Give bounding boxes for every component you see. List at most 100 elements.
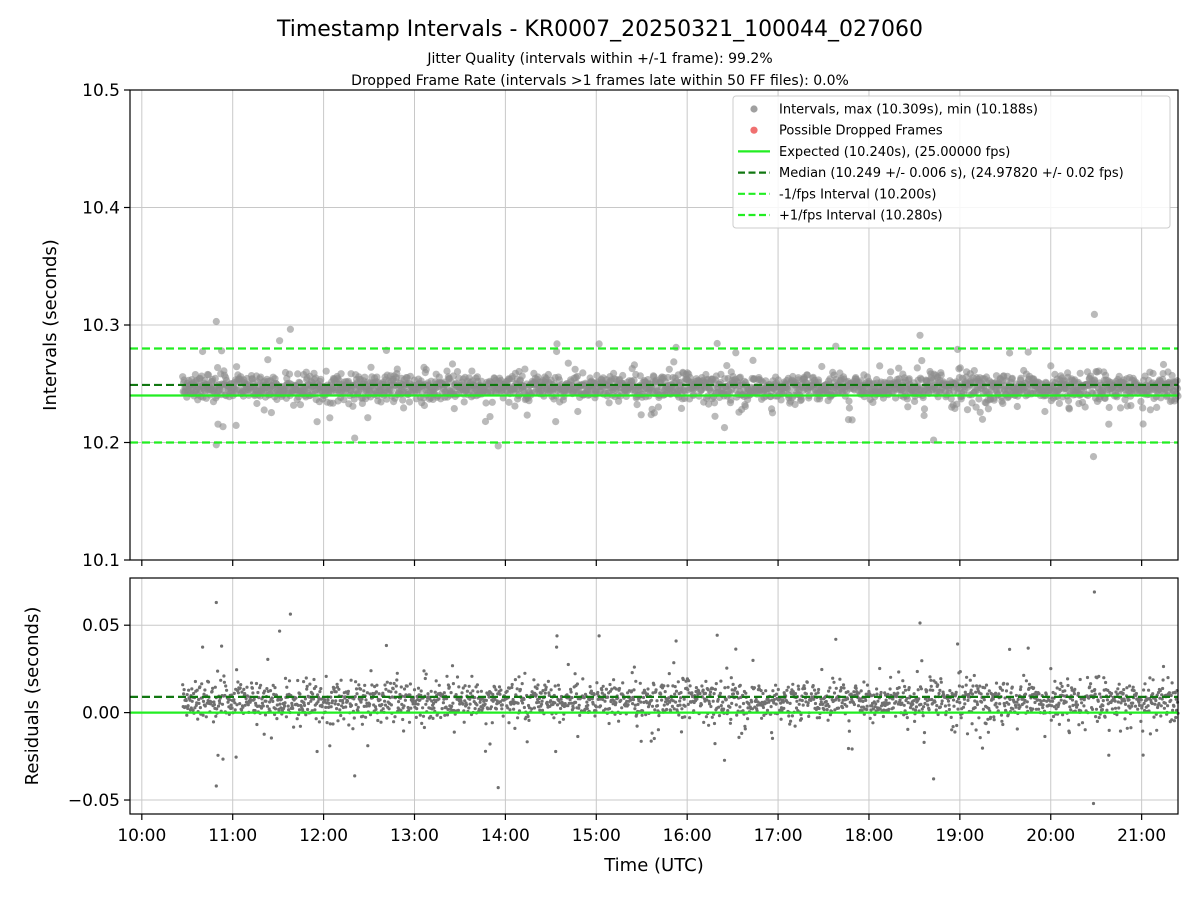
residual-point: [559, 697, 563, 701]
residual-point: [1019, 685, 1023, 689]
residual-point: [287, 679, 292, 683]
residual-point: [761, 691, 765, 696]
residual-point: [538, 708, 542, 712]
residual-point: [1089, 682, 1093, 686]
residual-point: [1049, 718, 1053, 722]
residual-point: [452, 730, 456, 734]
residual-point: [506, 706, 510, 710]
residual-point: [270, 696, 274, 700]
residual-point: [399, 685, 403, 689]
interval-point: [976, 408, 984, 416]
residual-point: [374, 707, 378, 712]
residual-point: [929, 678, 933, 682]
residual-point: [567, 701, 571, 706]
residual-point: [339, 678, 343, 682]
residual-point: [381, 691, 385, 695]
residual-point: [541, 689, 545, 693]
interval-point: [1089, 453, 1098, 461]
residual-point: [298, 724, 302, 728]
residual-point: [802, 684, 806, 688]
residual-point: [493, 697, 497, 702]
residual-point: [1057, 722, 1061, 727]
interval-point: [664, 373, 672, 382]
interval-point: [1139, 420, 1147, 428]
residual-point: [364, 698, 368, 702]
residual-point: [516, 716, 520, 720]
residual-point: [1070, 698, 1075, 702]
residual-point: [561, 717, 566, 721]
residual-point: [279, 697, 283, 701]
residual-point: [1094, 707, 1099, 711]
residual-point: [667, 672, 671, 676]
residual-point: [516, 701, 520, 705]
interval-point: [1008, 374, 1016, 382]
residual-point: [846, 697, 850, 701]
residual-point: [275, 717, 279, 721]
residual-point: [832, 691, 837, 695]
residual-point: [614, 701, 618, 705]
residual-point: [975, 684, 979, 688]
residual-point: [757, 684, 761, 688]
residual-point: [974, 690, 978, 694]
residual-point: [302, 680, 306, 684]
residual-point: [226, 700, 230, 704]
residual-point: [585, 700, 589, 704]
interval-point: [405, 398, 414, 406]
residual-point: [418, 698, 422, 702]
residual-point: [948, 689, 952, 693]
interval-point: [1081, 403, 1089, 411]
residual-point: [198, 685, 202, 689]
residual-point: [692, 709, 696, 713]
interval-point: [523, 411, 531, 419]
residual-point: [592, 693, 596, 697]
top-reference-lines: [130, 347, 1178, 444]
residual-point: [987, 689, 991, 693]
interval-point: [377, 398, 385, 406]
residual-point: [1107, 753, 1111, 757]
residual-point: [393, 715, 397, 719]
residual-point: [1050, 704, 1054, 708]
residual-point: [831, 676, 835, 680]
residual-point: [407, 708, 411, 713]
interval-point: [984, 405, 993, 413]
residual-point: [312, 677, 316, 682]
residual-point: [1060, 684, 1064, 689]
residual-point: [423, 676, 427, 681]
residual-point: [949, 715, 953, 720]
residual-point: [729, 717, 733, 722]
residual-point: [467, 684, 471, 688]
residual-point: [1106, 688, 1110, 693]
residual-point: [204, 715, 208, 719]
residual-point: [1160, 697, 1164, 701]
residual-point: [484, 722, 488, 726]
residual-point: [569, 690, 573, 694]
interval-point: [1127, 402, 1135, 410]
residual-point: [639, 739, 643, 743]
residual-point: [381, 707, 385, 711]
interval-point: [521, 365, 529, 373]
residual-point: [483, 702, 487, 706]
residual-point: [591, 702, 595, 706]
residual-point: [669, 709, 673, 713]
interval-point: [1137, 397, 1145, 405]
residual-point: [954, 690, 958, 694]
residual-point: [987, 706, 991, 711]
residual-point: [634, 679, 638, 683]
residual-point: [535, 686, 539, 691]
residual-point: [540, 708, 545, 712]
residual-point: [704, 715, 709, 719]
residual-point: [761, 705, 766, 710]
residual-point: [991, 697, 995, 701]
residual-point: [493, 685, 497, 689]
residual-point: [686, 702, 690, 707]
residual-point: [586, 703, 590, 707]
residual-point: [1055, 686, 1059, 690]
residual-point: [728, 721, 733, 725]
residual-point: [399, 708, 403, 713]
interval-point: [367, 363, 375, 371]
residual-point: [268, 700, 272, 704]
residual-point: [558, 720, 562, 724]
residual-point: [739, 695, 743, 700]
residual-point: [206, 680, 211, 684]
residual-point: [922, 705, 926, 709]
